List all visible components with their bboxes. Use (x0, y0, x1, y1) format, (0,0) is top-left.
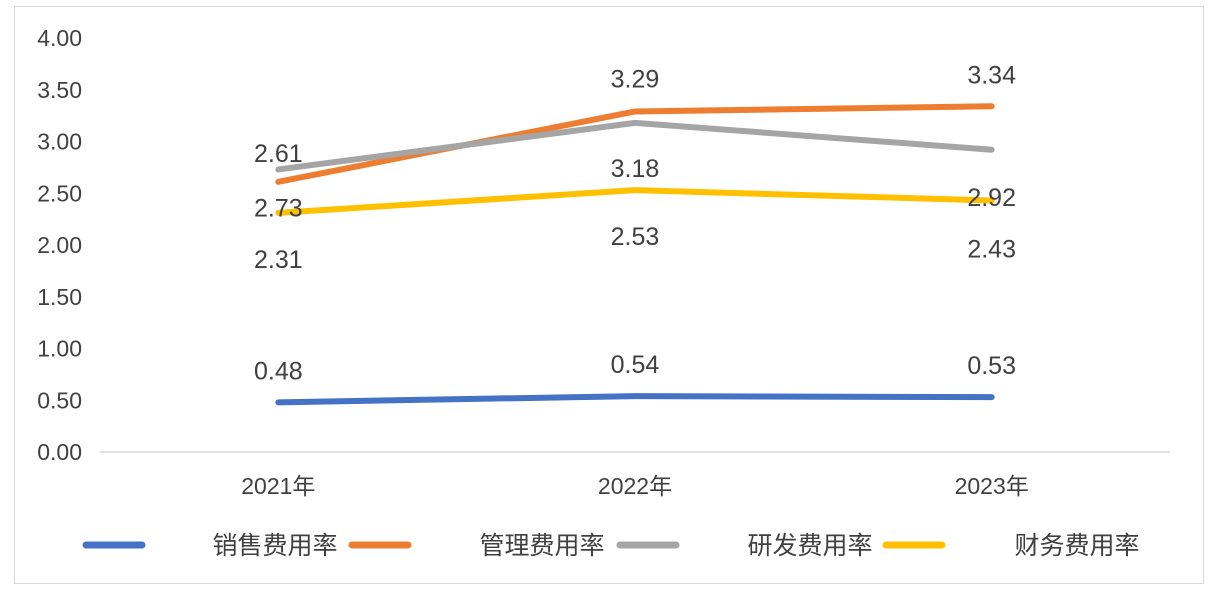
data-label: 0.48 (254, 357, 303, 385)
data-label: 3.34 (967, 61, 1016, 89)
series-line-2 (275, 119, 995, 173)
data-label: 0.54 (611, 351, 660, 379)
y-tick-label: 1.50 (37, 284, 82, 310)
y-tick-label: 4.00 (37, 25, 82, 51)
data-label: 3.29 (611, 65, 660, 93)
y-tick-label: 2.00 (37, 232, 82, 258)
series-line-0 (275, 393, 995, 406)
series-line-3 (275, 187, 995, 216)
series-lines (275, 103, 995, 406)
data-label: 3.18 (611, 155, 660, 183)
data-label: 2.53 (611, 223, 660, 251)
data-labels: 0.48 0.54 0.53 2.61 3.29 3.34 2.73 3.18 2.92 2.31… (254, 61, 1016, 385)
legend-label: 管理费用率 (479, 532, 604, 560)
series-line-1 (275, 103, 995, 185)
legend-label: 销售费用率 (212, 532, 337, 560)
legend: 销售费用率 管理费用率 研发费用率 财务费用率 (82, 532, 1140, 560)
data-label: 2.73 (254, 194, 303, 222)
y-tick-label: 0.50 (37, 387, 82, 413)
legend-item: 研发费用率 (616, 532, 873, 560)
x-tick-label: 2022年 (598, 473, 672, 499)
data-label: 2.31 (254, 246, 303, 274)
x-axis-ticks: 2021年 2022年 2023年 (241, 473, 1029, 499)
data-label: 2.92 (967, 184, 1016, 212)
x-tick-label: 2023年 (955, 473, 1029, 499)
x-tick-label: 2021年 (241, 473, 315, 499)
y-tick-label: 0.00 (37, 439, 82, 465)
legend-label: 财务费用率 (1014, 532, 1139, 560)
y-tick-label: 2.50 (37, 180, 82, 206)
legend-item: 管理费用率 (348, 532, 605, 560)
y-tick-label: 3.00 (37, 129, 82, 155)
chart-frame (14, 6, 1204, 584)
legend-label: 研发费用率 (747, 532, 872, 560)
legend-item: 财务费用率 (882, 532, 1140, 560)
legend-item: 销售费用率 (82, 532, 338, 560)
y-axis-ticks: 0.00 0.50 1.00 1.50 2.00 2.50 3.00 3.50 4.00 (37, 25, 82, 465)
data-label: 0.53 (967, 352, 1016, 380)
y-tick-label: 3.50 (37, 77, 82, 103)
data-label: 2.43 (967, 235, 1016, 263)
data-label: 2.61 (254, 140, 303, 168)
y-tick-label: 1.00 (37, 336, 82, 362)
